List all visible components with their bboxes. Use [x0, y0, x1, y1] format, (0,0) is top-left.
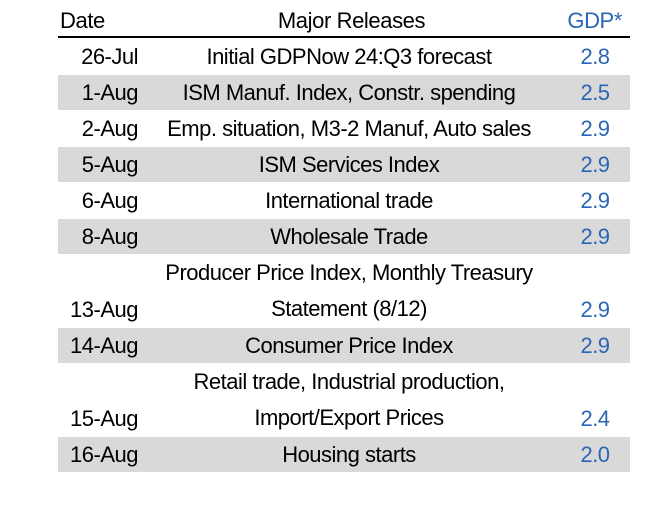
row-date: 6-Aug	[81, 187, 139, 213]
table-body: 26-Jul Initial GDPNow 24:Q3 forecast 2.8 1-…	[58, 39, 630, 472]
row-gdp: 2.9	[580, 332, 610, 358]
release-line: Retail trade, Industrial production,	[193, 369, 505, 394]
release-line: Initial GDPNow 24:Q3 forecast	[206, 43, 492, 69]
row-release: Consumer Price Index	[138, 328, 560, 363]
table-row: 13-Aug Producer Price Index, Monthly Trea…	[58, 255, 630, 327]
row-gdp: 2.9	[580, 115, 610, 141]
row-gdp: 2.9	[580, 187, 610, 213]
row-date: 14-Aug	[70, 332, 138, 358]
row-gdp: 2.5	[580, 79, 610, 105]
row-date: 13-Aug	[70, 297, 138, 322]
row-date: 16-Aug	[70, 441, 138, 467]
release-line: Emp. situation, M3-2 Manuf, Auto sales	[167, 115, 531, 141]
table-row: 26-Jul Initial GDPNow 24:Q3 forecast 2.8	[58, 39, 630, 74]
header-major-releases: Major Releases	[277, 8, 426, 33]
release-line: International trade	[265, 187, 433, 213]
row-date: 15-Aug	[70, 406, 138, 431]
row-gdp: 2.0	[580, 441, 610, 467]
release-line: Wholesale Trade	[270, 223, 428, 249]
table-row: 8-Aug Wholesale Trade 2.9	[58, 219, 630, 254]
row-date: 2-Aug	[81, 115, 139, 141]
release-line: Consumer Price Index	[245, 332, 453, 358]
release-line: Producer Price Index, Monthly Treasury	[165, 260, 533, 285]
releases-table: Date Major Releases GDP* 26-Jul Initial G…	[58, 8, 630, 472]
header-date: Date	[60, 8, 105, 33]
header-gdp: GDP*	[567, 8, 622, 33]
table-row: 6-Aug International trade 2.9	[58, 183, 630, 218]
row-release: Housing starts	[138, 437, 560, 472]
table-row: 1-Aug ISM Manuf. Index, Constr. spending 2…	[58, 75, 630, 110]
row-gdp: 2.9	[580, 151, 610, 177]
row-release: Producer Price Index, Monthly Treasury St…	[138, 255, 560, 327]
table-row: 5-Aug ISM Services Index 2.9	[58, 147, 630, 182]
table-row: 14-Aug Consumer Price Index 2.9	[58, 328, 630, 363]
row-date: 26-Jul	[81, 43, 138, 69]
table-row: 2-Aug Emp. situation, M3-2 Manuf, Auto sa…	[58, 111, 630, 146]
table-row: 15-Aug Retail trade, Industrial productio…	[58, 364, 630, 436]
table-header: Date Major Releases GDP*	[58, 8, 630, 38]
row-release: Wholesale Trade	[138, 219, 560, 254]
row-release: International trade	[138, 183, 560, 218]
release-line: ISM Manuf. Index, Constr. spending	[182, 79, 516, 105]
row-gdp: 2.9	[580, 223, 610, 249]
row-date: 8-Aug	[81, 223, 139, 249]
table-row: 16-Aug Housing starts 2.0	[58, 437, 630, 472]
row-date: 1-Aug	[81, 79, 139, 105]
release-line: Housing starts	[282, 441, 416, 467]
row-release: ISM Manuf. Index, Constr. spending	[138, 75, 560, 110]
row-release: Retail trade, Industrial production, Impo…	[138, 364, 560, 436]
release-line: Statement (8/12)	[271, 296, 427, 321]
row-release: Emp. situation, M3-2 Manuf, Auto sales	[138, 111, 560, 146]
row-release: ISM Services Index	[138, 147, 560, 182]
release-line: ISM Services Index	[258, 151, 440, 177]
row-release: Initial GDPNow 24:Q3 forecast	[138, 39, 560, 74]
row-gdp: 2.4	[580, 406, 610, 431]
row-date: 5-Aug	[81, 151, 139, 177]
row-gdp: 2.9	[580, 297, 610, 322]
row-gdp: 2.8	[580, 43, 610, 69]
release-line: Import/Export Prices	[254, 405, 444, 430]
